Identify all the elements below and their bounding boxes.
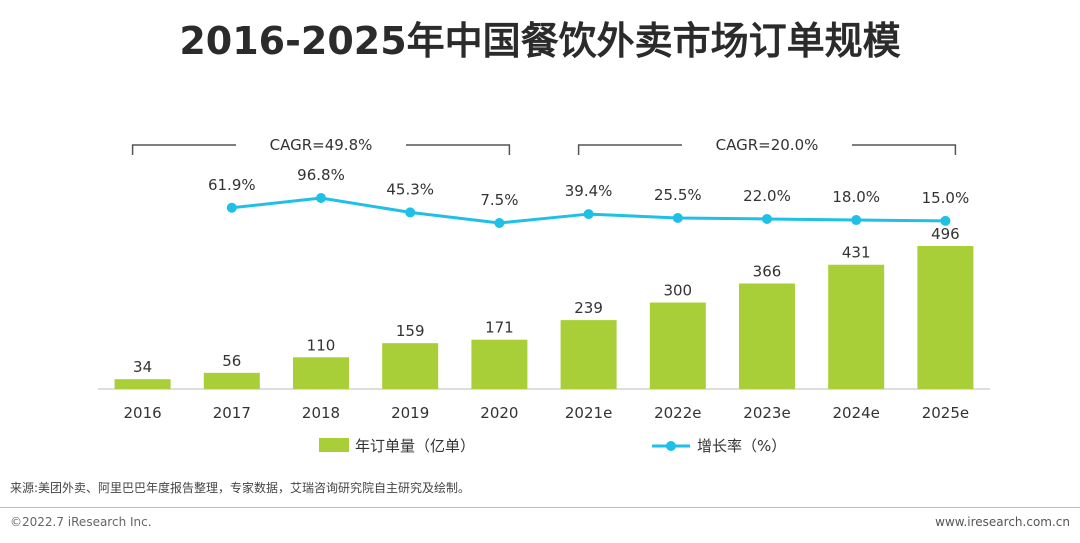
- chart: 34 2016 56 2017 110 2018 159 2019 171 2020 239 2021…: [98, 136, 990, 455]
- bar: [382, 343, 439, 389]
- copyright: ©2022.7 iResearch Inc.: [10, 515, 152, 529]
- cagr-bracket: [131, 144, 236, 155]
- bar-value-label: 239: [574, 299, 603, 317]
- growth-value-label: 96.8%: [297, 166, 345, 184]
- x-tick-label: 2023e: [743, 404, 790, 422]
- legend-bar-label: 年订单量（亿单）: [355, 437, 475, 455]
- growth-point: [672, 212, 683, 223]
- bar: [560, 320, 617, 389]
- x-tick-label: 2018: [302, 404, 340, 422]
- legend-line-marker: [666, 441, 676, 451]
- bar-value-label: 300: [663, 282, 692, 300]
- x-tick-label: 2024e: [832, 404, 879, 422]
- growth-value-label: 61.9%: [208, 176, 256, 194]
- bar: [203, 372, 260, 389]
- x-tick-label: 2017: [213, 404, 251, 422]
- bar-value-label: 110: [307, 336, 336, 354]
- growth-point: [405, 207, 416, 218]
- cagr-bracket: [577, 144, 682, 155]
- growth-value-label: 7.5%: [480, 191, 518, 209]
- bar-value-label: 56: [222, 352, 241, 370]
- bar-value-label: 496: [931, 225, 960, 243]
- bar-value-label: 431: [842, 244, 871, 262]
- bar-value-label: 34: [133, 358, 152, 376]
- growth-point: [583, 209, 594, 220]
- x-tick-label: 2025e: [922, 404, 969, 422]
- cagr-bracket: [406, 144, 511, 155]
- growth-point: [940, 215, 951, 226]
- bar: [114, 379, 171, 389]
- source-note: 来源:美团外卖、阿里巴巴年度报告整理，专家数据，艾瑞咨询研究院自主研究及绘制。: [10, 481, 471, 495]
- growth-value-label: 45.3%: [386, 180, 434, 198]
- bar: [917, 246, 974, 389]
- chart-title: 2016-2025年中国餐饮外卖市场订单规模: [179, 19, 901, 63]
- growth-point: [851, 215, 862, 226]
- growth-point: [226, 202, 237, 213]
- x-tick-label: 2016: [124, 404, 162, 422]
- cagr-annotation: CAGR=20.0%: [716, 136, 819, 154]
- growth-point: [762, 213, 772, 224]
- growth-value-label: 22.0%: [743, 187, 791, 205]
- x-tick-label: 2020: [480, 404, 518, 422]
- growth-value-label: 25.5%: [654, 186, 702, 204]
- x-tick-label: 2022e: [654, 404, 701, 422]
- growth-value-label: 39.4%: [565, 182, 613, 200]
- bar: [649, 302, 706, 389]
- footer-divider: [0, 507, 1080, 508]
- cagr-annotation: CAGR=49.8%: [270, 136, 373, 154]
- growth-point: [494, 218, 505, 228]
- legend-line-label: 增长率（%）: [697, 437, 786, 455]
- bar: [293, 357, 349, 389]
- legend-bar-swatch: [319, 438, 349, 452]
- x-tick-label: 2019: [391, 404, 429, 422]
- bar-value-label: 366: [753, 262, 782, 280]
- x-tick-label: 2021e: [565, 404, 612, 422]
- bar: [828, 264, 885, 389]
- bar: [471, 339, 528, 389]
- growth-point: [316, 193, 326, 203]
- growth-value-label: 15.0%: [922, 189, 970, 207]
- bar-value-label: 159: [396, 322, 425, 340]
- bar-value-label: 171: [485, 319, 514, 337]
- bar: [739, 283, 795, 389]
- growth-value-label: 18.0%: [832, 188, 880, 206]
- website-link[interactable]: www.iresearch.com.cn: [935, 515, 1070, 529]
- cagr-bracket: [852, 144, 957, 155]
